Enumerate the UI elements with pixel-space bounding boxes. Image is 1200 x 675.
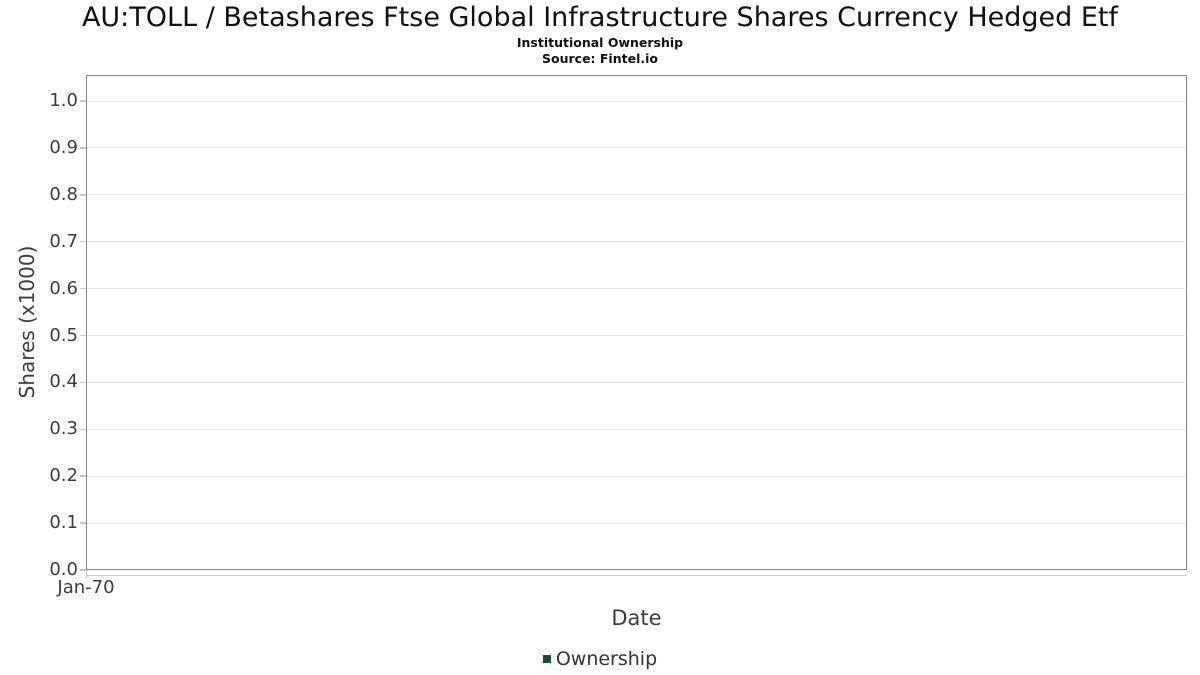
series-marker-icon [542,655,551,663]
y-tick-label: 0.8 [49,183,78,205]
chart-source-credit: Source: Fintel.io [542,51,658,66]
y-tick-label: 0.0 [49,559,78,580]
chart-subtitle: Institutional Ownership [516,35,684,50]
y-tick-label: 0.6 [49,277,78,299]
y-tick-label: 0.5 [49,324,78,346]
x-axis-line [86,574,1187,576]
y-tick-label: 0.9 [49,136,78,158]
y-tick-mark [80,287,86,290]
y-gridline [87,335,1185,336]
y-gridline [87,241,1185,243]
y-tick-label: 0.4 [49,371,78,393]
y-tick-label: 0.2 [49,465,78,487]
y-gridline [87,147,1185,149]
y-tick-mark [80,569,86,571]
y-tick-label: 1.0 [49,90,78,111]
y-tick-mark [80,522,86,524]
chart-title: AU:TOLL / Betashares Ftse Global Infrast… [81,2,1119,33]
y-gridline [87,522,1185,524]
x-tick-mark [85,570,87,578]
y-tick-mark [80,147,86,149]
legend: Ownership [0,645,1200,673]
y-tick-mark [80,240,86,243]
y-tick-mark [80,475,86,477]
x-axis-title: Date [611,606,662,630]
y-tick-mark [80,381,86,384]
y-tick-label: 0.7 [49,230,78,252]
y-gridline [87,381,1185,383]
y-tick-label: 0.1 [49,512,78,534]
y-gridline [87,288,1185,290]
x-tick-label: Jan-70 [57,577,115,598]
y-tick-mark [80,194,86,196]
y-gridline [87,100,1185,102]
legend-item-ownership[interactable]: Ownership [542,648,658,670]
y-tick-mark [80,100,86,102]
y-axis-title: Shares (x1000) [15,245,39,399]
y-gridline [87,428,1185,430]
plot-area [86,75,1187,570]
y-gridline [87,475,1185,477]
y-tick-label: 0.3 [49,418,78,440]
y-gridline [87,194,1185,196]
y-tick-mark [80,334,86,337]
legend-item-label: Ownership [555,648,658,670]
y-tick-mark [80,428,86,431]
